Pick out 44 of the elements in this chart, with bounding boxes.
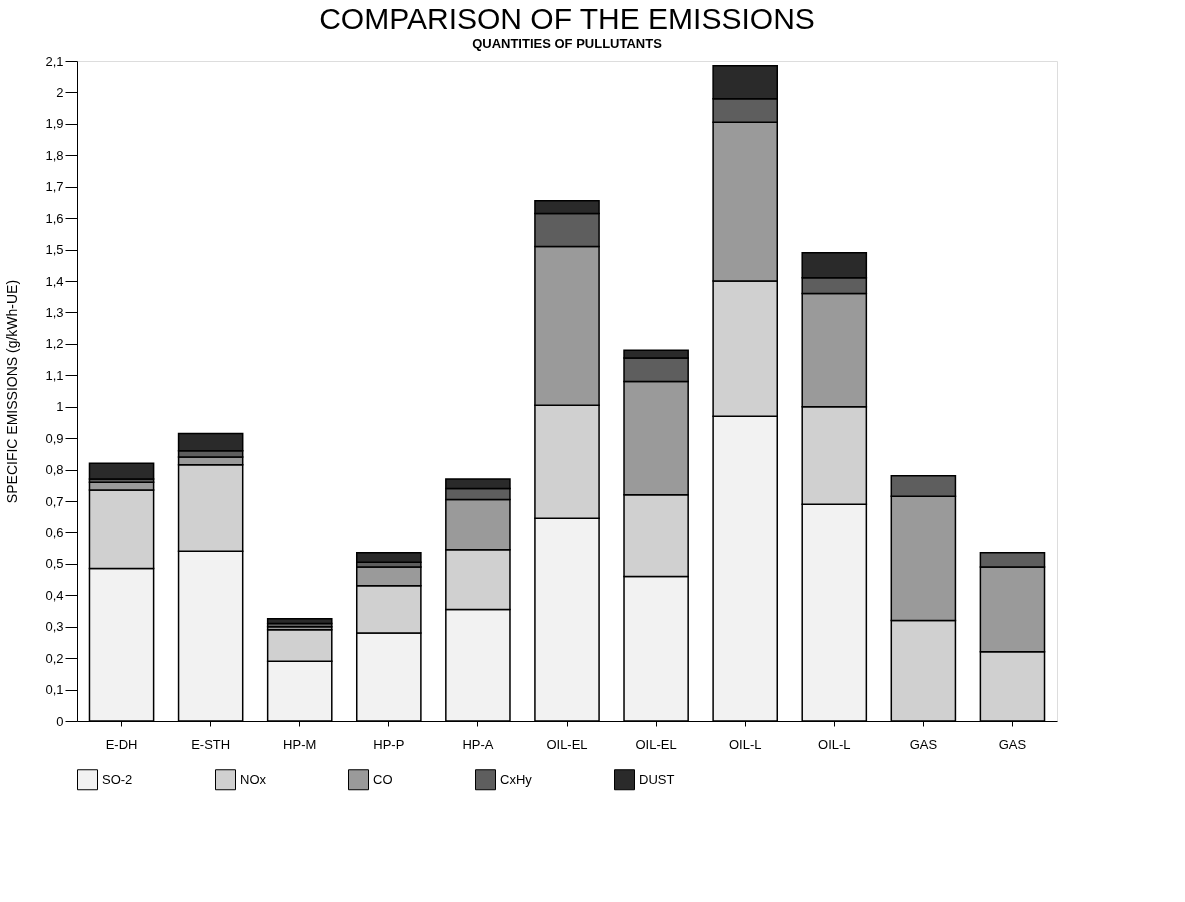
x-tick-label: OIL-L [818,736,851,752]
x-tick-label: E-STH [191,736,231,752]
legend-label: CO [373,771,393,787]
chart-title: COMPARISON OF THE EMISSIONS [319,2,815,35]
y-tick-label: 1 [56,399,64,415]
y-tick-label: 0,8 [45,462,64,478]
bar [356,552,422,564]
y-tick-label: 0 [56,713,64,729]
y-tick-label: 1,6 [45,210,64,226]
x-tick-label: HP-A [462,736,494,752]
y-tick-label: 0,4 [45,587,64,603]
legend-label: DUST [639,771,675,787]
y-tick-label: 1,5 [45,242,64,258]
x-tick-label: OIL-L [728,736,762,752]
x-tick-label: OIL-EL [546,736,588,752]
y-axis-title: SPECIFIC EMISSIONS (g/kWh-UE) [4,279,21,504]
x-tick-label: HP-M [283,736,317,752]
y-tick-label: 0,9 [45,430,64,446]
y-tick-label: 1,8 [45,147,64,163]
x-tick-label: GAS [909,736,938,752]
y-tick-label: 1,1 [45,367,64,383]
y-tick-label: 1,2 [45,336,64,352]
x-tick-label: E-DH [105,736,138,752]
legend-label: CxHy [500,771,533,787]
y-tick-label: 0,1 [45,682,64,698]
legend-label: SO-2 [102,771,133,787]
y-tick-label: 0,7 [45,493,64,509]
y-tick-label: 2,1 [45,53,64,69]
y-tick-label: 1,4 [45,273,64,289]
chart-subtitle: QUANTITIES OF PULLUTANTS [472,36,663,51]
y-tick-label: 1,3 [45,304,64,320]
y-tick-label: 0,6 [45,524,64,540]
x-tick-label: HP-P [373,736,405,752]
legend-label: NOx [240,771,267,787]
y-tick-label: 1,7 [45,179,64,195]
bar [266,618,333,625]
bar [88,462,155,480]
x-tick-label: OIL-EL [635,736,677,752]
y-tick-label: 0,5 [45,556,64,572]
y-tick-label: 0,3 [45,619,64,635]
y-tick-label: 1,9 [45,116,64,132]
y-tick-label: 2 [56,84,64,100]
x-tick-label: GAS [998,736,1027,752]
y-tick-label: 0,2 [45,650,64,666]
